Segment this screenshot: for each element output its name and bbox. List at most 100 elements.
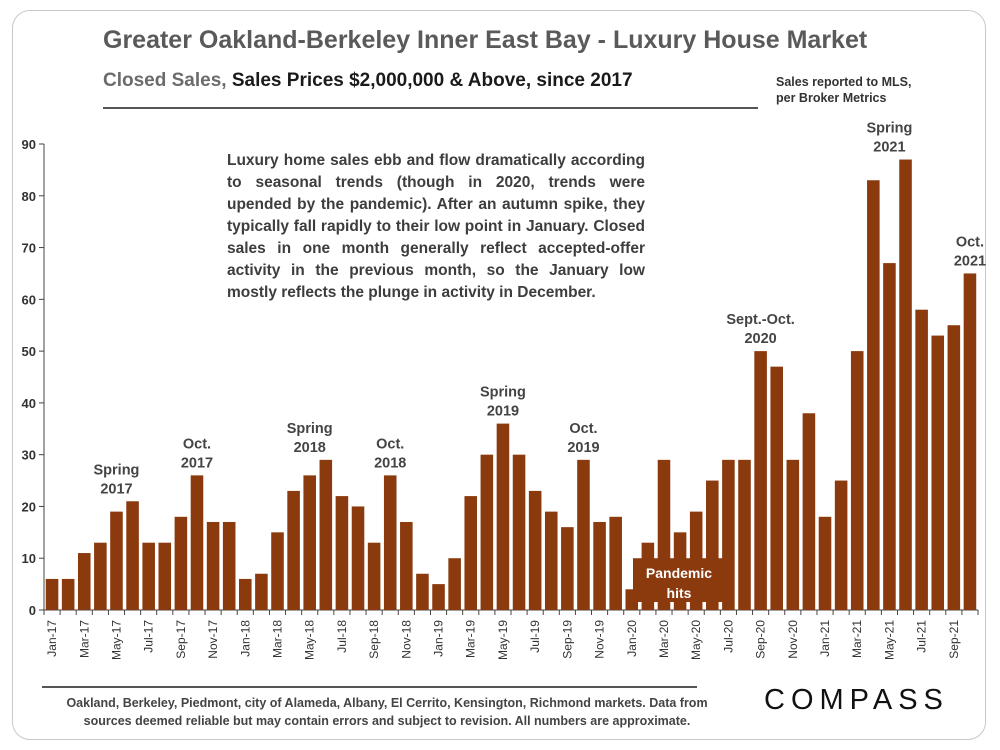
x-tick-label: Jan-21: [818, 620, 832, 657]
title-divider: [103, 107, 758, 109]
bar-mar-19: [464, 496, 478, 610]
annotation-label: 2020: [744, 331, 776, 347]
x-tick-label: Sep-19: [560, 620, 574, 659]
x-tick-label: Sep-17: [174, 620, 188, 659]
footer-divider: [42, 686, 697, 688]
x-tick-label: Nov-18: [399, 620, 413, 659]
annotation-label: Sept.-Oct.: [726, 312, 794, 328]
annotation-label: Spring: [287, 421, 333, 437]
bar-apr-17: [94, 542, 107, 610]
bar-jul-18: [335, 496, 349, 610]
bar-aug-18: [351, 506, 365, 610]
bar-jan-21: [818, 516, 832, 610]
y-tick-label: 60: [22, 292, 36, 307]
bar-feb-18: [255, 573, 268, 610]
bar-sep-20: [754, 351, 767, 610]
bar-nov-19: [593, 521, 606, 610]
bar-apr-18: [287, 490, 300, 610]
annotation-label: Spring: [866, 121, 912, 137]
annotation-label: 2021: [954, 253, 986, 269]
bar-may-17: [110, 511, 123, 610]
annotation-label: Oct.: [569, 421, 597, 437]
annotation-label: 2017: [100, 481, 132, 497]
y-tick-label: 90: [22, 137, 36, 152]
source-line-1: Sales reported to MLS,: [776, 75, 912, 89]
compass-logo: COMPASS: [764, 684, 949, 716]
bar-dec-17: [222, 521, 236, 610]
annotation-label: Spring: [94, 462, 140, 478]
x-tick-label: May-17: [109, 620, 123, 660]
x-tick-label: Sep-20: [754, 620, 768, 659]
x-tick-label: Nov-19: [593, 620, 607, 659]
chart-subtitle: Closed Sales, Sales Prices $2,000,000 & …: [103, 70, 633, 92]
bar-feb-21: [834, 480, 848, 610]
bar-oct-18: [383, 475, 397, 610]
footer-note: Oakland, Berkeley, Piedmont, city of Ala…: [42, 694, 732, 730]
bar-oct-17: [190, 475, 204, 610]
bar-aug-20: [738, 459, 751, 610]
source-line-2: per Broker Metrics: [776, 91, 887, 105]
annotation-label: 2021: [873, 140, 905, 156]
bar-jul-17: [142, 542, 155, 610]
bar-aug-17: [158, 542, 172, 610]
bar-feb-17: [61, 578, 75, 610]
annotation-label: Oct.: [376, 436, 404, 452]
x-tick-label: Jan-19: [432, 620, 446, 657]
x-tick-label: Sep-21: [947, 620, 961, 659]
x-tick-label: May-18: [303, 620, 317, 660]
source-note: Sales reported to MLS, per Broker Metric…: [776, 74, 911, 106]
pandemic-label-box: [632, 558, 725, 602]
bar-dec-19: [609, 516, 622, 610]
x-tick-label: Jul-19: [528, 620, 542, 653]
annotation-label: 2019: [567, 440, 599, 456]
x-tick-label: Jul-18: [335, 620, 349, 653]
bar-jul-20: [722, 459, 735, 610]
bar-apr-21: [867, 180, 880, 610]
annotation-label: Spring: [480, 385, 526, 401]
annotation-label: 2018: [294, 440, 326, 456]
bar-nov-18: [400, 521, 413, 610]
footer-line-2: sources deemed reliable but may contain …: [83, 714, 691, 728]
pandemic-label: hits: [667, 585, 692, 601]
bar-jan-17: [45, 578, 59, 610]
y-tick-label: 30: [22, 448, 36, 463]
bar-sep-17: [174, 516, 188, 610]
y-tick-label: 0: [29, 603, 36, 618]
bar-oct-19: [577, 459, 590, 610]
y-tick-label: 70: [22, 241, 36, 256]
bar-apr-19: [480, 454, 494, 610]
x-tick-label: Nov-17: [206, 620, 220, 659]
bar-jan-19: [432, 584, 445, 610]
bar-mar-17: [77, 553, 91, 610]
bar-oct-20: [770, 366, 783, 610]
x-tick-label: May-19: [496, 620, 510, 660]
x-tick-label: Nov-20: [786, 620, 800, 659]
x-tick-label: Mar-21: [850, 620, 864, 658]
bar-aug-19: [544, 511, 558, 610]
y-tick-label: 80: [22, 189, 36, 204]
y-tick-label: 40: [22, 396, 36, 411]
bar-may-21: [883, 263, 896, 610]
y-tick-label: 10: [22, 551, 36, 566]
x-tick-label: Jan-20: [625, 620, 639, 657]
bar-sep-21: [947, 325, 961, 610]
y-tick-label: 20: [22, 499, 36, 514]
bar-jun-19: [512, 454, 526, 610]
x-tick-label: May-20: [689, 620, 703, 660]
bar-dec-18: [416, 573, 429, 610]
chart-title: Greater Oakland-Berkeley Inner East Bay …: [103, 26, 868, 54]
x-tick-label: Mar-18: [271, 620, 285, 658]
pandemic-label: Pandemic: [646, 565, 712, 581]
chart-frame: [12, 10, 986, 740]
x-tick-label: Jan-17: [45, 620, 59, 657]
bar-sep-18: [367, 542, 381, 610]
annotation-label: 2017: [181, 455, 213, 471]
y-tick-label: 50: [22, 344, 36, 359]
x-tick-label: May-21: [882, 620, 896, 660]
bar-feb-19: [448, 558, 461, 610]
x-tick-label: Sep-18: [367, 620, 381, 659]
bar-dec-20: [802, 413, 816, 610]
annotation-label: Oct.: [956, 234, 984, 250]
x-tick-label: Mar-17: [77, 620, 91, 658]
